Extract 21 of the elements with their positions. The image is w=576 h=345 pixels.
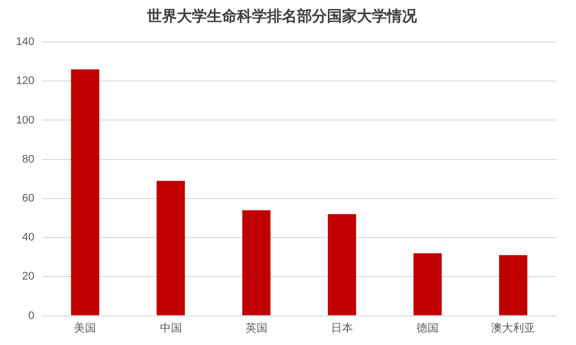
bar <box>328 214 356 316</box>
x-tick-label: 英国 <box>245 321 268 334</box>
x-tick-label: 美国 <box>74 321 96 334</box>
x-tick-label: 日本 <box>330 321 353 334</box>
y-tick-label: 140 <box>16 36 34 48</box>
y-tick-label: 120 <box>16 75 34 88</box>
y-tick-label: 60 <box>22 192 34 204</box>
bar <box>499 255 528 316</box>
bar <box>156 180 185 316</box>
x-tick-label: 中国 <box>160 321 182 334</box>
x-tick-label: 德国 <box>416 322 439 334</box>
y-tick-label: 80 <box>22 153 34 166</box>
y-tick-label: 0 <box>28 310 34 322</box>
y-tick-label: 20 <box>22 270 34 283</box>
bar <box>242 210 270 316</box>
x-tick-label: 澳大利亚 <box>491 321 536 334</box>
y-tick-label: 40 <box>22 232 34 244</box>
y-tick-label: 100 <box>16 114 34 126</box>
bar <box>413 253 442 316</box>
bar <box>71 69 100 316</box>
chart-title: 世界大学生命科学排名部分国家大学情况 <box>146 6 418 25</box>
